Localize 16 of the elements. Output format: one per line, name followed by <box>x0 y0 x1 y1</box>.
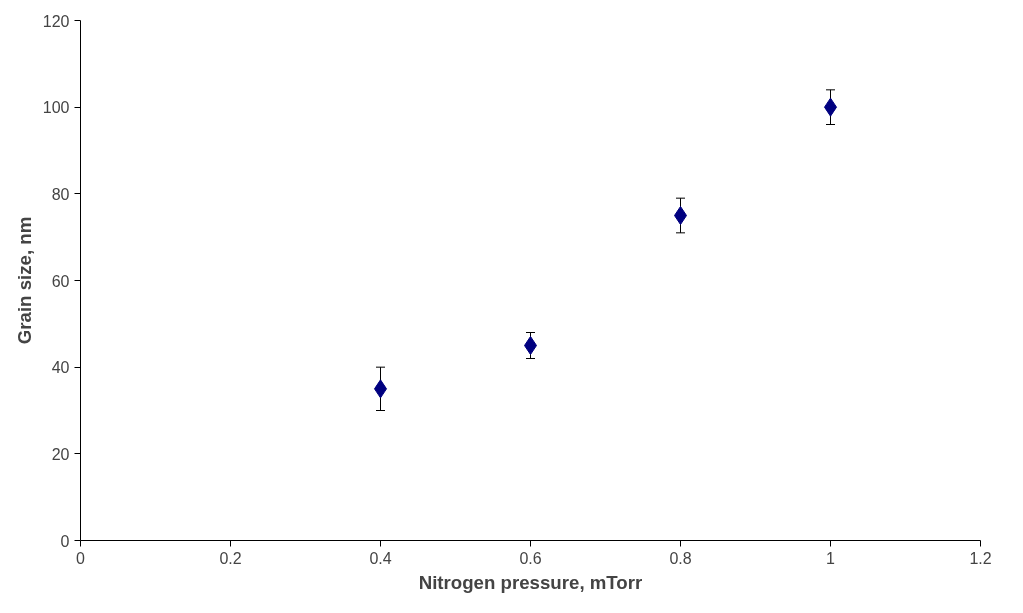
x-axis-title: Nitrogen pressure, mTorr <box>418 571 643 593</box>
y-tick-label: 40 <box>51 359 70 377</box>
y-tick-label: 0 <box>60 532 70 550</box>
x-tick-label: 1 <box>826 549 836 567</box>
x-tick-label: 0.2 <box>219 549 242 567</box>
x-tick-label: 0 <box>76 549 86 567</box>
y-tick-label: 120 <box>42 12 70 30</box>
x-tick-label: 0.8 <box>669 549 692 567</box>
y-tick-label: 100 <box>42 99 70 117</box>
x-tick-label: 1.2 <box>969 549 992 567</box>
y-tick-label: 20 <box>51 445 70 463</box>
y-tick-label: 80 <box>51 185 70 203</box>
y-tick-label: 60 <box>51 272 70 290</box>
x-tick-label: 0.4 <box>369 549 392 567</box>
x-tick-label: 0.6 <box>519 549 542 567</box>
y-axis-title: Grain size, nm <box>13 216 35 345</box>
